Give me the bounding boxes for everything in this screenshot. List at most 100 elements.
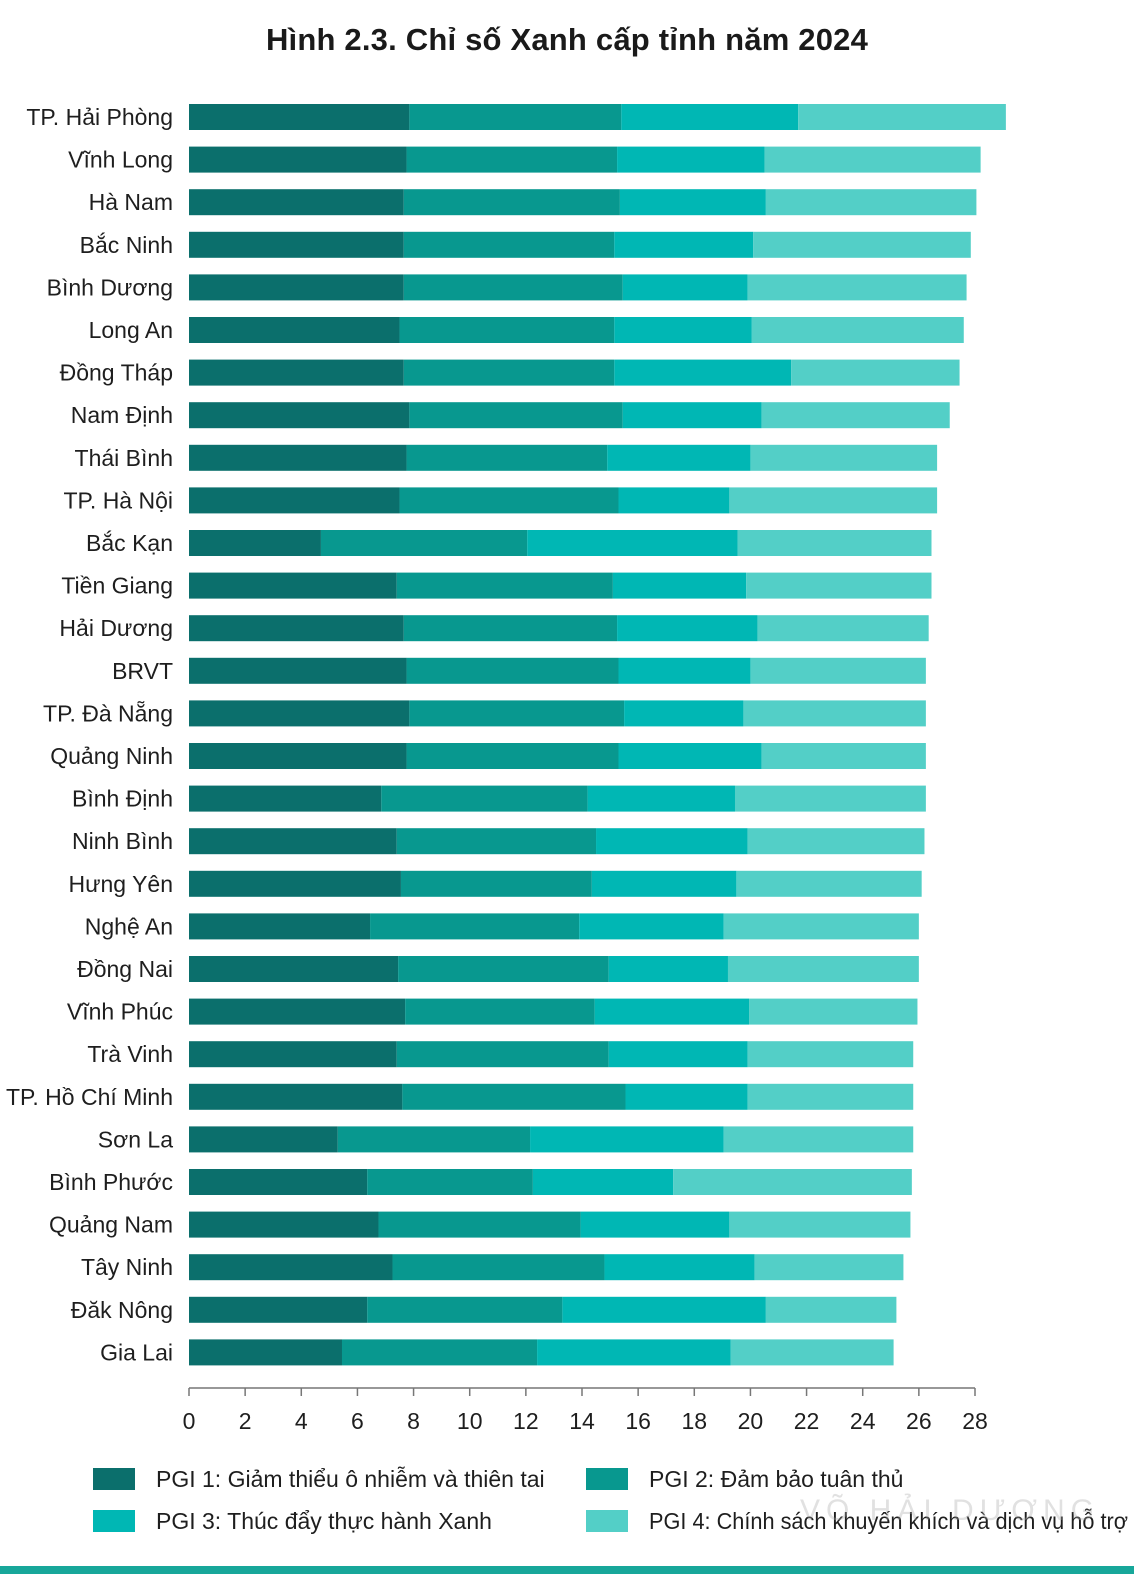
- x-tick-label: 2: [239, 1408, 252, 1434]
- bar-segment-pgi1: [189, 231, 404, 258]
- bar-segment-pgi1: [189, 913, 371, 940]
- bar-segment-pgi4: [765, 1296, 897, 1323]
- category-label: Bình Dương: [47, 274, 173, 300]
- bar-segment-pgi3: [591, 870, 737, 897]
- category-label: Hưng Yên: [69, 871, 174, 897]
- bar-segment-pgi2: [399, 317, 615, 343]
- bar-segment-pgi4: [729, 1211, 911, 1238]
- bar-segment-pgi1: [189, 317, 400, 343]
- bar-segment-pgi3: [608, 1041, 748, 1068]
- x-tick-label: 22: [794, 1408, 820, 1434]
- bar-segment-pgi3: [614, 231, 754, 258]
- bar-segment-pgi1: [189, 444, 407, 471]
- bar-segment-pgi4: [734, 785, 926, 812]
- bar-segment-pgi2: [396, 572, 613, 599]
- bar-segment-pgi4: [673, 1169, 912, 1195]
- category-label: Hải Dương: [59, 615, 173, 641]
- bar-segment-pgi2: [406, 444, 608, 471]
- bar-segment-pgi1: [189, 998, 406, 1025]
- bar-segment-pgi2: [392, 1254, 605, 1281]
- category-label: Tây Ninh: [81, 1254, 173, 1280]
- category-label: BRVT: [112, 658, 173, 684]
- bar-segment-pgi2: [370, 913, 580, 940]
- bar-segment-pgi2: [403, 615, 618, 642]
- bar-segment-pgi1: [189, 956, 399, 982]
- bar-segment-pgi4: [761, 743, 926, 769]
- bar-segment-pgi3: [618, 487, 730, 514]
- bar-segment-pgi2: [402, 1083, 626, 1110]
- x-tick-label: 26: [906, 1408, 932, 1434]
- category-labels: TP. Hải Phòng Vĩnh Long Hà Nam Bắc Ninh Bình…: [6, 104, 173, 1365]
- x-tick-label: 4: [295, 1408, 308, 1434]
- bar-segment-pgi3: [621, 104, 799, 130]
- category-label: Nam Định: [71, 402, 173, 428]
- bar-segment-pgi4: [761, 402, 950, 429]
- bar-segment-pgi3: [604, 1254, 755, 1281]
- bar-segment-pgi1: [189, 1126, 338, 1153]
- category-label: Đồng Tháp: [60, 360, 173, 386]
- bar-segment-pgi4: [727, 956, 919, 982]
- bar-segment-pgi2: [400, 870, 592, 897]
- category-label: Tiền Giang: [61, 573, 173, 599]
- x-tick-label: 18: [681, 1408, 707, 1434]
- bar-segment-pgi2: [367, 1296, 563, 1323]
- bar-segment-pgi3: [625, 1083, 748, 1110]
- bar-segment-pgi3: [622, 274, 748, 301]
- bar-segment-pgi1: [189, 572, 397, 599]
- chart-title: Hình 2.3. Chỉ số Xanh cấp tỉnh năm 2024: [265, 22, 869, 57]
- bar-segment-pgi1: [189, 487, 400, 514]
- bar-segment-pgi1: [189, 700, 410, 727]
- bar-segment-pgi4: [743, 700, 926, 727]
- bar-segment-pgi2: [378, 1211, 581, 1238]
- bar-segment-pgi1: [189, 530, 321, 556]
- legend-label-pgi1: PGI 1: Giảm thiểu ô nhiễm và thiên tai: [156, 1466, 545, 1492]
- bar-segment-pgi2: [403, 231, 615, 258]
- bar-segment-pgi3: [614, 359, 792, 386]
- category-label: Long An: [89, 317, 173, 343]
- bar-segment-pgi4: [737, 530, 932, 556]
- bar-segment-pgi3: [562, 1296, 766, 1323]
- category-label: Nghệ An: [85, 913, 173, 939]
- x-tick-label: 6: [351, 1408, 364, 1434]
- bar-segment-pgi3: [618, 657, 751, 684]
- legend-label-pgi4: PGI 4: Chính sách khuyến khích và dịch v…: [649, 1508, 1128, 1534]
- bar-segment-pgi2: [320, 530, 528, 556]
- bar-segment-pgi1: [189, 828, 397, 855]
- bar-segment-pgi1: [189, 1296, 368, 1323]
- bar-segment-pgi3: [614, 317, 752, 343]
- bar-segment-pgi4: [750, 657, 926, 684]
- x-axis: 0 2 4 6 8 10 12 14 16 18 20 22 24 26 28: [183, 1387, 988, 1434]
- bar-segment-pgi1: [189, 1169, 368, 1195]
- bar-segment-pgi3: [596, 828, 748, 855]
- bar-segment-pgi4: [747, 828, 925, 855]
- legend: PGI 1: Giảm thiểu ô nhiễm và thiên tai PG…: [93, 1466, 1128, 1534]
- bar-segment-pgi3: [594, 998, 750, 1025]
- bottom-strip: [0, 1566, 1134, 1574]
- category-label: Đăk Nông: [71, 1297, 173, 1323]
- bar-segment-pgi4: [729, 487, 938, 514]
- bar-segment-pgi3: [530, 1126, 724, 1153]
- x-tick-label: 8: [407, 1408, 420, 1434]
- bar-segment-pgi3: [537, 1339, 731, 1366]
- bar-segment-pgi3: [624, 700, 744, 727]
- category-label: Gia Lai: [100, 1339, 173, 1365]
- category-label: TP. Đà Nẵng: [43, 699, 173, 726]
- x-tick-label: 14: [569, 1408, 595, 1434]
- category-label: TP. Hà Nội: [63, 487, 173, 513]
- x-tick-label: 10: [457, 1408, 483, 1434]
- bar-segment-pgi1: [189, 657, 407, 684]
- legend-label-pgi3: PGI 3: Thúc đẩy thực hành Xanh: [156, 1508, 492, 1534]
- x-tick-label: 24: [850, 1408, 876, 1434]
- bar-segment-pgi2: [409, 700, 625, 727]
- category-label: TP. Hải Phòng: [26, 104, 173, 130]
- bar-segment-pgi2: [403, 189, 620, 216]
- category-label: Bình Phước: [49, 1169, 173, 1195]
- bar-segment-pgi3: [617, 615, 758, 642]
- category-label: Bắc Kạn: [86, 530, 173, 556]
- bar-segment-pgi3: [622, 402, 762, 429]
- bar-segment-pgi3: [612, 572, 747, 599]
- bar-segment-pgi4: [791, 359, 960, 386]
- bar-segment-pgi3: [608, 956, 728, 982]
- bar-segment-pgi2: [398, 956, 609, 982]
